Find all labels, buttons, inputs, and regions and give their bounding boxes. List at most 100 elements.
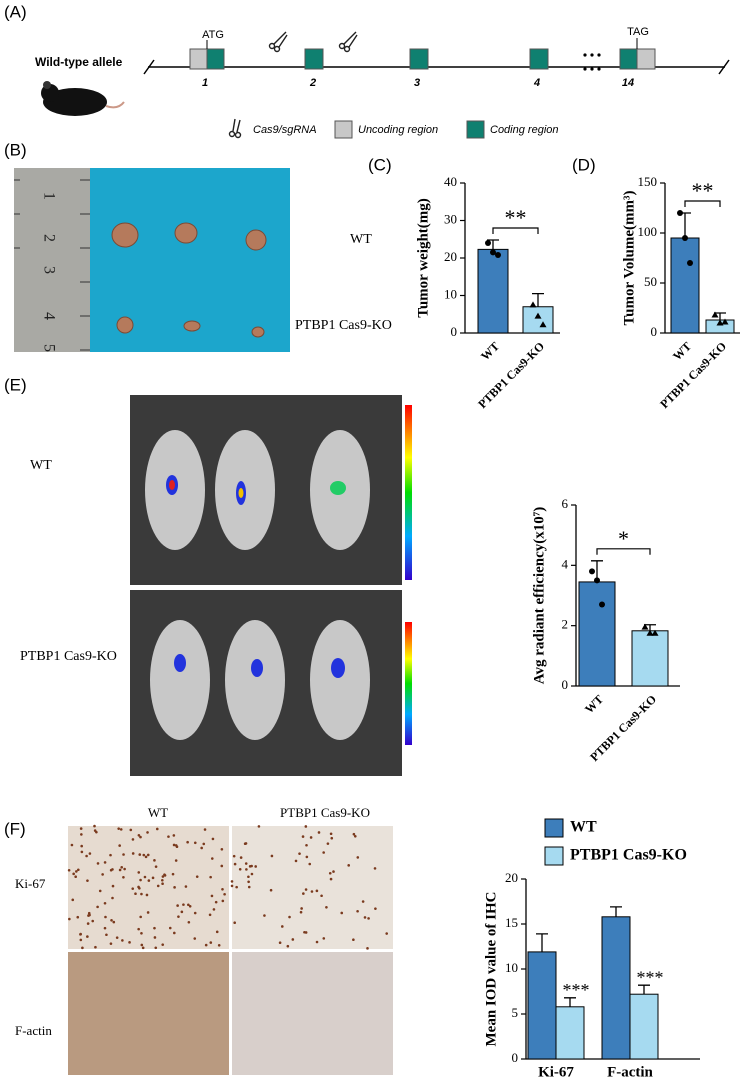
y-tick-label: 40 [444,174,457,189]
y-tick-label: 20 [444,249,457,264]
mouse-icon [41,81,125,116]
significance: *** [637,967,664,987]
nucleus [238,867,242,871]
nucleus [173,931,176,935]
error-bar [536,933,548,952]
coding-region [529,48,549,70]
nucleus [270,854,274,858]
error-bar [638,984,650,995]
nucleus [373,867,377,870]
nucleus [235,885,238,889]
data-point [495,252,501,258]
y-tick-label: 30 [444,211,457,226]
panel-label: (F) [4,819,26,838]
nucleus [79,938,83,942]
nucleus [186,840,189,844]
panel-label: (D) [572,155,596,174]
nucleus [80,844,83,848]
nucleus [140,931,143,935]
nucleus [352,832,356,836]
nucleus [151,876,155,880]
nucleus [309,836,313,839]
nucleus [118,844,121,847]
nucleus [322,937,326,940]
group-label: PTBP1 Cas9-KO [295,318,392,333]
nucleus [325,905,328,909]
nucleus [137,927,140,931]
nucleus [302,892,305,895]
nucleus [340,911,344,915]
nucleus [103,926,107,930]
nucleus [363,916,367,919]
nucleus [230,884,234,888]
nucleus [74,875,77,879]
nucleus [193,911,197,915]
nucleus [91,919,95,923]
nucleus [329,832,333,836]
nucleus [304,931,308,934]
nucleus [110,918,113,922]
y-tick-label: 0 [562,677,569,692]
nucleus [67,868,71,872]
nucleus [71,898,75,902]
nucleus [315,889,319,893]
data-point [682,235,688,241]
y-axis-label: Mean IOD value of IHC [483,892,499,1047]
nucleus [247,880,250,884]
significance-bracket [492,227,539,234]
row-label: F-actin [15,1023,52,1038]
nucleus [81,946,84,950]
legend-label: Cas9/sgRNA [253,124,317,136]
nucleus [76,915,80,919]
y-tick-label: 10 [505,960,518,975]
exon-label: 14 [622,77,634,89]
nucleus [212,908,216,911]
nucleus [177,915,180,918]
group-label: PTBP1 Cas9-KO [20,649,117,664]
nucleus [98,889,102,893]
y-axis-label: Tumor Volume(mm³) [621,191,637,326]
bar [477,248,509,334]
nucleus [239,856,243,859]
nucleus [117,827,120,830]
legend-label: Uncoding region [358,124,438,136]
data-point [539,321,547,328]
nucleus [202,842,206,846]
nucleus [210,857,214,860]
nucleus [195,875,199,878]
stop-codon: TAG [627,26,649,38]
nucleus [138,853,142,856]
nucleus [248,865,252,868]
nucleus [161,943,165,946]
nucleus [120,865,124,869]
nucleus [153,936,157,939]
nucleus [77,868,80,872]
nucleus [111,896,114,900]
nucleus [385,932,388,935]
nucleus [204,943,208,947]
y-tick-label: 4 [562,556,569,571]
nucleus [288,915,291,919]
nucleus [254,865,257,868]
nucleus [215,930,219,934]
nucleus [361,900,365,903]
error-bar [679,212,691,238]
nucleus [247,875,250,879]
nucleus [111,884,115,888]
nucleus [145,893,149,897]
nucleus [220,864,224,868]
nucleus [356,856,360,859]
data-point [646,629,654,636]
nucleus [105,933,108,937]
nucleus [374,907,377,910]
bar [578,581,616,687]
nucleus [180,910,184,914]
exon-label: 4 [533,77,540,89]
error-bar [564,997,576,1007]
nucleus [85,854,88,858]
nucleus [245,868,248,871]
coding-region [409,48,429,70]
nucleus [353,834,357,838]
nucleus [257,825,261,828]
